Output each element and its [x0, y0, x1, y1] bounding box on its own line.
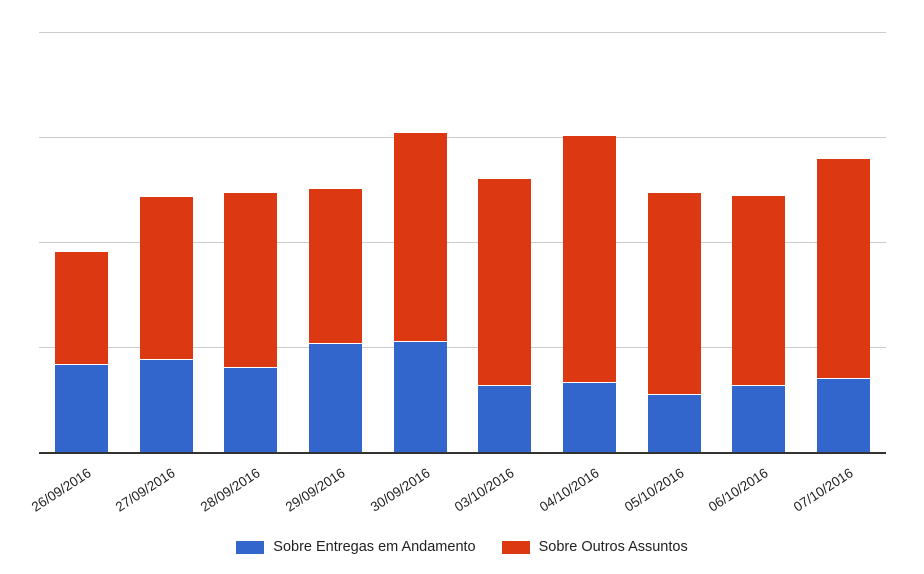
x-axis-label: 28/09/2016 [197, 465, 263, 515]
bar-segment-entregas[interactable] [393, 340, 447, 452]
bar-segment-entregas[interactable] [647, 394, 701, 452]
bar-segment-outros[interactable] [817, 159, 871, 378]
gridline-30 [39, 137, 886, 138]
x-axis-label: 26/09/2016 [28, 465, 94, 515]
gridline-40 [39, 32, 886, 33]
legend-swatch-entregas-icon [236, 540, 265, 554]
legend-label-outros: Sobre Outros Assuntos [538, 539, 688, 555]
bar-segment-entregas[interactable] [224, 367, 278, 452]
x-axis-line [39, 452, 886, 454]
bar-segment-entregas[interactable] [54, 363, 108, 452]
legend: Sobre Entregas em Andamento Sobre Outros… [0, 539, 924, 555]
bar-segment-entregas[interactable] [478, 384, 532, 452]
gridline-20 [39, 242, 886, 243]
bar-segment-entregas[interactable] [308, 342, 362, 452]
bar-segment-outros[interactable] [647, 192, 701, 395]
bar-stack[interactable] [817, 159, 871, 452]
x-axis-label: 05/10/2016 [621, 465, 687, 515]
bar-segment-outros[interactable] [308, 188, 362, 343]
x-axis-label: 29/09/2016 [282, 465, 348, 515]
bar-segment-entregas[interactable] [817, 377, 871, 452]
bar-segment-outros[interactable] [732, 195, 786, 385]
x-axis-label: 03/10/2016 [452, 465, 517, 515]
x-axis-label: 27/09/2016 [113, 465, 179, 515]
bar-stack[interactable] [563, 136, 617, 452]
bar-stack[interactable] [224, 192, 278, 452]
legend-label-entregas: Sobre Entregas em Andamento [273, 539, 476, 555]
x-axis-label: 06/10/2016 [706, 465, 772, 515]
plot-area [39, 32, 886, 452]
bar-segment-entregas[interactable] [563, 381, 617, 452]
bar-stack[interactable] [393, 132, 447, 452]
legend-item-entregas: Sobre Entregas em Andamento [236, 539, 476, 555]
bar-segment-outros[interactable] [478, 179, 532, 385]
bar-segment-outros[interactable] [54, 251, 108, 364]
bar-segment-outros[interactable] [139, 196, 193, 359]
x-axis-label: 07/10/2016 [790, 465, 856, 515]
gridline-10 [39, 347, 886, 348]
legend-swatch-outros-icon [501, 540, 530, 554]
x-axis-label: 04/10/2016 [536, 465, 602, 515]
bar-segment-outros[interactable] [393, 132, 447, 341]
bar-stack[interactable] [308, 188, 362, 452]
bar-stack[interactable] [647, 192, 701, 452]
bar-stack[interactable] [139, 196, 193, 452]
bar-stack[interactable] [732, 195, 786, 452]
bar-stack[interactable] [54, 251, 108, 452]
bar-segment-entregas[interactable] [139, 358, 193, 452]
x-axis-label: 30/09/2016 [367, 465, 433, 515]
bar-segment-outros[interactable] [224, 192, 278, 367]
bar-segment-entregas[interactable] [732, 384, 786, 452]
legend-item-outros: Sobre Outros Assuntos [501, 539, 688, 555]
bar-stack[interactable] [478, 179, 532, 452]
bar-segment-outros[interactable] [563, 136, 617, 382]
